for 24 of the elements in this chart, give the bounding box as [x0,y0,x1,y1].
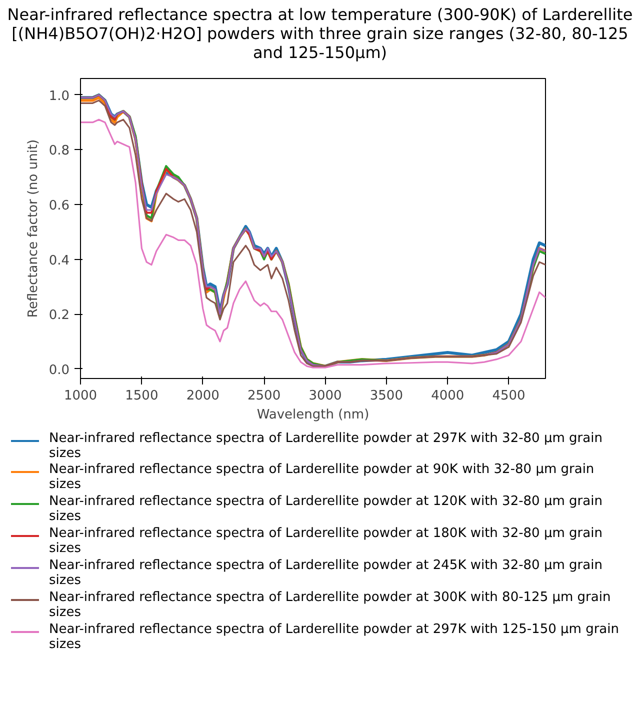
legend-label: Near-infrared reflectance spectra of Larderellite powder at 297K with 32-80 µm grain sizes [49,430,604,462]
legend-label: Near-infrared reflectance spectra of Larderellite powder at 180K with 32-80 µm grain sizes [49,526,604,558]
x-tick-label: 2500 [248,388,281,404]
y-tick-label: 0.6 [48,198,70,214]
y-tick-label: 1.0 [48,88,70,104]
chart-title: Near-infrared reflectance spectra at low temperature (300-90K) of Larderellite [(NH4)B5O7(OH)2·H2O] powders with three grain size ranges (32-80, 80-125 and 125-150µm) [6,5,634,63]
x-tick-label: 4500 [492,388,526,404]
legend-label: Near-infrared reflectance spectra of Larderellite powder at 245K with 32-80 µm grain sizes [49,558,604,589]
y-tick-label: 0.8 [48,143,70,158]
legend-label: Near-infrared reflectance spectra of Larderellite powder at 300K with 80-125 µm grain sizes [49,590,612,621]
y-axis-title: Reflectance factor (no unit) [26,138,41,318]
y-tick-label: 0.2 [48,308,70,323]
x-tick-label: 3500 [370,388,403,404]
x-tick-label: 4000 [431,388,464,404]
x-tick-label: 2000 [186,388,220,404]
x-tick-label: 3000 [308,388,342,404]
x-axis-title: Wavelength (nm) [256,407,370,422]
x-tick-label: 1500 [125,388,158,404]
x-tick-label: 1000 [64,388,98,404]
legend-label: Near-infrared reflectance spectra of Larderellite powder at 297K with 125-150 µm grain sizes [49,622,620,653]
legend-label: Near-infrared reflectance spectra of Larderellite powder at 120K with 32-80 µm grain sizes [49,494,604,526]
legend-label: Near-infrared reflectance spectra of Larderellite powder at 90K with 32-80 µm grain sizes [49,462,596,494]
y-tick-label: 0.0 [48,362,70,378]
y-tick-label: 0.4 [48,252,70,268]
